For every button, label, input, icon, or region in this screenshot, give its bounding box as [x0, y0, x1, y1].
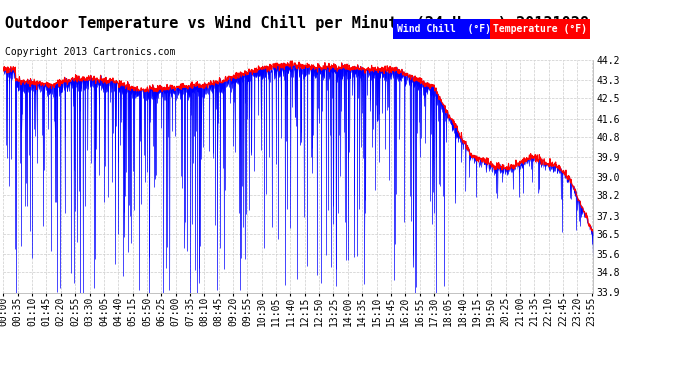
- Text: Copyright 2013 Cartronics.com: Copyright 2013 Cartronics.com: [5, 47, 175, 57]
- Text: Outdoor Temperature vs Wind Chill per Minute (24 Hours) 20131028: Outdoor Temperature vs Wind Chill per Mi…: [5, 15, 589, 31]
- Text: Temperature (°F): Temperature (°F): [493, 24, 587, 34]
- Text: Wind Chill  (°F): Wind Chill (°F): [397, 24, 491, 34]
